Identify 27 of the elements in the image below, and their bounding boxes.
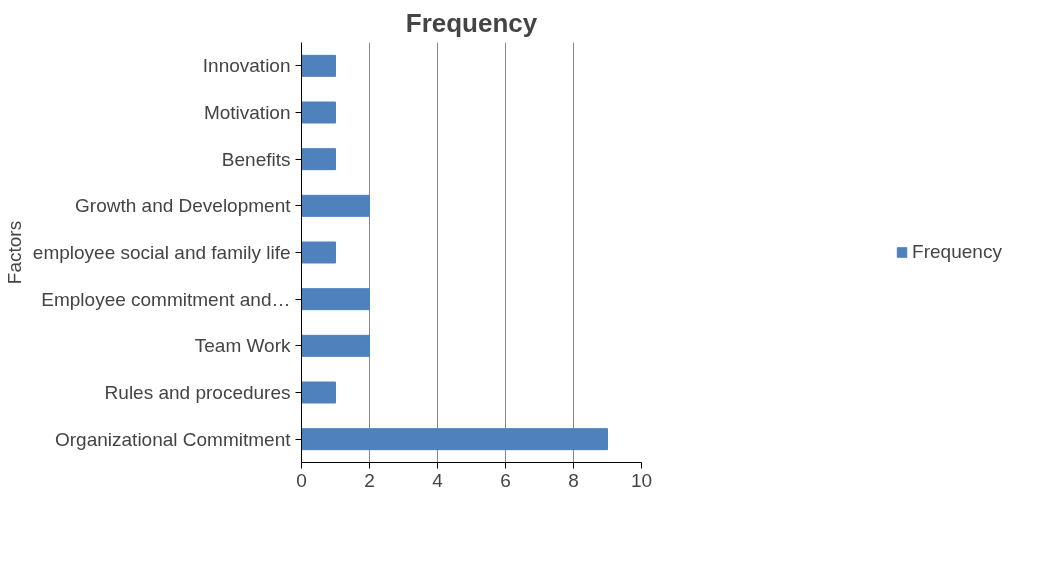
bar bbox=[301, 101, 336, 124]
legend-label: Frequency bbox=[912, 241, 1002, 263]
bar bbox=[301, 334, 370, 357]
x-tick-label: 8 bbox=[568, 469, 579, 491]
y-tick-label: employee social and family life bbox=[32, 242, 291, 263]
x-tick-label: 0 bbox=[296, 469, 307, 491]
x-tick-label: 10 bbox=[630, 469, 653, 491]
chart-title: Frequency bbox=[405, 7, 538, 38]
y-tick-label: Rules and procedures bbox=[104, 382, 291, 403]
bar bbox=[301, 288, 370, 311]
x-tick-label: 4 bbox=[432, 469, 444, 491]
bar bbox=[301, 54, 336, 77]
x-tick-label: 6 bbox=[500, 469, 511, 491]
y-axis-title: Factors bbox=[3, 220, 25, 285]
y-tick-label: Employee commitment and… bbox=[41, 288, 291, 310]
x-tick-label: 2 bbox=[364, 469, 375, 491]
y-tick-label: Organizational Commitment bbox=[55, 428, 292, 450]
y-tick-label: Growth and Development bbox=[75, 195, 292, 217]
bar bbox=[301, 148, 336, 171]
y-tick-label: Innovation bbox=[202, 55, 291, 77]
bar bbox=[301, 241, 336, 264]
bar bbox=[301, 194, 370, 217]
y-tick-label: Benefits bbox=[221, 148, 291, 170]
bar bbox=[301, 428, 608, 451]
bar bbox=[301, 381, 336, 404]
y-tick-label: Motivation bbox=[203, 102, 291, 123]
y-tick-label: Team Work bbox=[194, 335, 291, 357]
